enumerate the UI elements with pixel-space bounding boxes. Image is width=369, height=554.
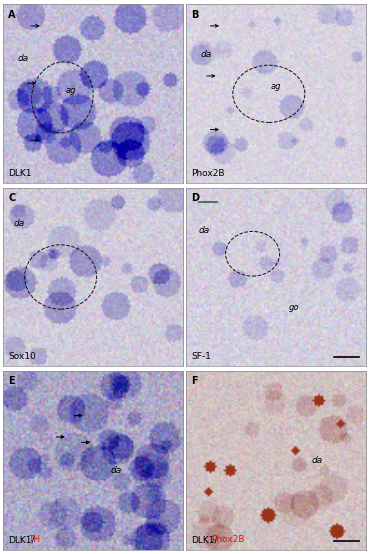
Text: da: da (14, 219, 25, 228)
Text: ag: ag (271, 82, 281, 91)
Text: C: C (8, 193, 15, 203)
Text: go: go (289, 303, 299, 312)
Text: DLK1/: DLK1/ (8, 535, 35, 544)
Text: da: da (199, 226, 210, 235)
Text: E: E (8, 376, 15, 386)
Text: Sox10: Sox10 (8, 352, 36, 361)
Text: F: F (192, 376, 198, 386)
Text: SF-1: SF-1 (192, 352, 211, 361)
Text: ag: ag (66, 86, 77, 95)
Text: A: A (8, 10, 16, 20)
Text: da: da (312, 456, 323, 465)
Text: da: da (17, 54, 29, 63)
Text: Phox2B: Phox2B (192, 169, 225, 178)
Text: da: da (111, 466, 122, 475)
Text: B: B (192, 10, 199, 20)
Text: DLK1/: DLK1/ (192, 535, 218, 544)
Text: Phox2B: Phox2B (211, 535, 244, 544)
Text: DLK1: DLK1 (8, 169, 32, 178)
Text: TH: TH (28, 535, 40, 544)
Text: da: da (200, 50, 212, 59)
Text: D: D (192, 193, 199, 203)
